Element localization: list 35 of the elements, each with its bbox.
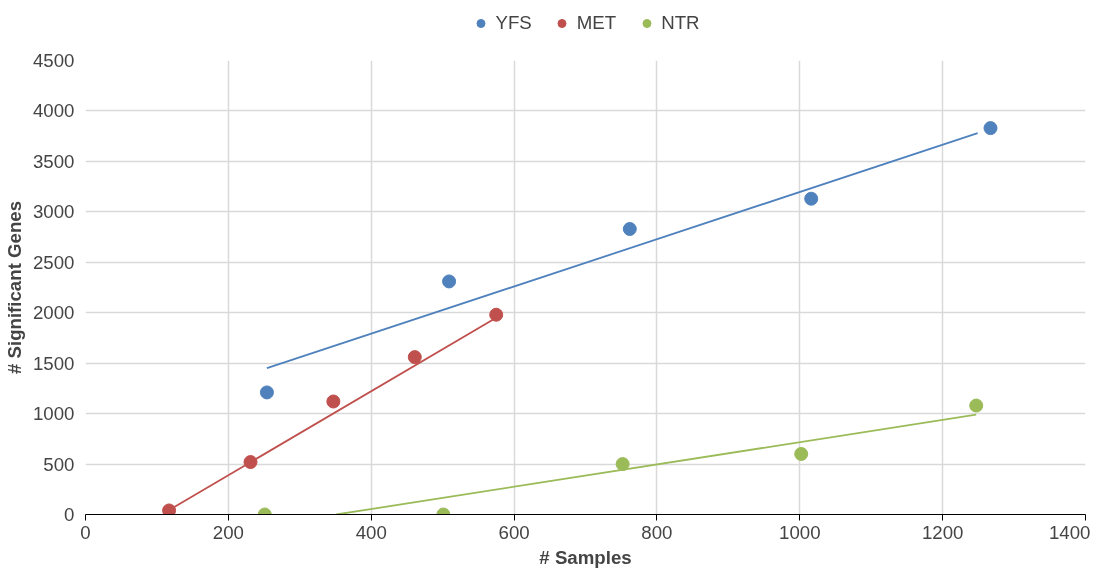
y-tick-label: 4500 (33, 50, 75, 71)
x-tick-label: 1000 (779, 521, 821, 543)
point (969, 398, 984, 413)
y-tick-label: 500 (43, 453, 75, 475)
y-tick-label: 0 (64, 504, 75, 525)
point (983, 121, 998, 136)
y-tick-label: 1000 (33, 403, 75, 425)
point (442, 274, 457, 289)
x-tick-label: 800 (641, 521, 673, 543)
point (489, 307, 504, 322)
y-tick-label: 3000 (33, 201, 75, 223)
point (407, 350, 422, 365)
y-tick-label: 2500 (33, 251, 75, 273)
y-tick-label: 3500 (33, 150, 75, 172)
point (326, 394, 341, 409)
point (162, 503, 177, 515)
x-tick-label: 600 (498, 521, 530, 543)
x-tick-label: 0 (80, 521, 91, 543)
point (259, 385, 274, 400)
point (804, 191, 819, 206)
y-tick-label: 1500 (33, 352, 75, 374)
x-tick-label: 400 (355, 521, 387, 543)
x-tick-label: 1200 (921, 521, 964, 543)
y-axis-title: # Significant Genes (4, 200, 25, 375)
point (615, 457, 630, 472)
legend-label: YFS (495, 11, 532, 34)
y-tick-label: 2000 (33, 302, 75, 324)
point (794, 446, 809, 461)
y-tick-label: 4000 (33, 100, 75, 122)
legend-label: NTR (661, 11, 700, 34)
x-axis-title: # Samples (539, 546, 632, 568)
x-tick-label: 200 (212, 521, 244, 543)
point (622, 222, 637, 236)
legend-label: MET (576, 11, 617, 34)
x-tick-label: 1400 (1049, 521, 1091, 543)
